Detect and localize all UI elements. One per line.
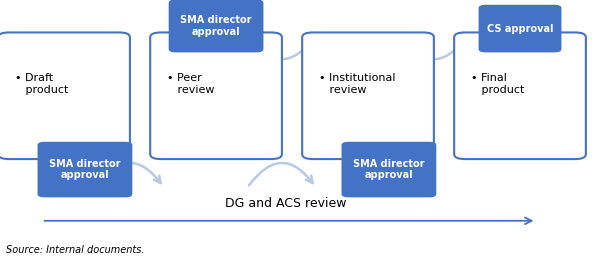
FancyBboxPatch shape	[150, 32, 282, 159]
Text: • Peer
   review: • Peer review	[167, 73, 215, 95]
Text: • Final
   product: • Final product	[471, 73, 524, 95]
FancyBboxPatch shape	[169, 0, 263, 52]
Text: DG and ACS review: DG and ACS review	[225, 197, 347, 210]
Text: CS approval: CS approval	[487, 24, 553, 34]
FancyBboxPatch shape	[38, 142, 132, 197]
FancyBboxPatch shape	[454, 32, 586, 159]
Text: SMA director
approval: SMA director approval	[353, 159, 424, 180]
Text: • Institutional
   review: • Institutional review	[319, 73, 395, 95]
FancyBboxPatch shape	[0, 32, 130, 159]
FancyBboxPatch shape	[302, 32, 434, 159]
FancyBboxPatch shape	[479, 5, 561, 52]
Text: SMA director
approval: SMA director approval	[49, 159, 120, 180]
Text: Source: Internal documents.: Source: Internal documents.	[6, 245, 144, 255]
Text: • Draft
   product: • Draft product	[15, 73, 69, 95]
FancyBboxPatch shape	[342, 142, 436, 197]
Text: SMA director
approval: SMA director approval	[181, 15, 252, 37]
